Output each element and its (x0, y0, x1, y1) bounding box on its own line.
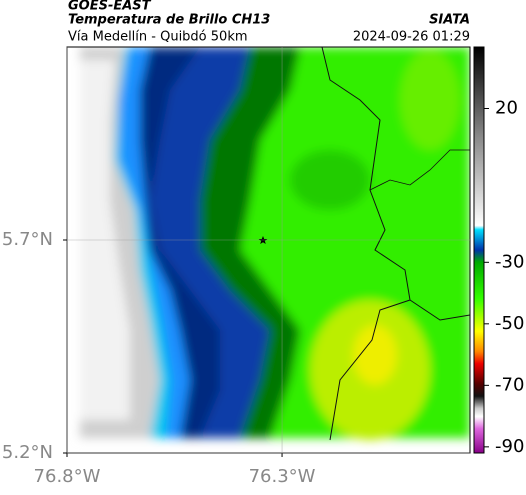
source: SIATA (429, 13, 470, 28)
x-tick-label: 76.8°W (34, 466, 101, 487)
y-tick-label: 5.2°N (2, 442, 53, 463)
colorbar-tick-label: -30 (495, 251, 524, 272)
satellite: GOES-EAST (68, 0, 152, 14)
y-tick-label: 5.7°N (2, 229, 53, 250)
title: Temperatura de Brillo CH13 (68, 13, 270, 28)
colorbar-tick-label: -70 (495, 374, 524, 395)
satellite-image (67, 47, 470, 453)
colorbar (473, 46, 485, 454)
subtitle: Vía Medellín - Quibdó 50km (68, 30, 248, 45)
colorbar-tick-label: -50 (495, 313, 524, 334)
x-tick-label: 76.3°W (249, 466, 316, 487)
colorbar-tick-label: 20 (495, 98, 518, 119)
datetime: 2024-09-26 01:29 (353, 30, 470, 45)
colorbar-tick-label: -90 (495, 436, 524, 457)
